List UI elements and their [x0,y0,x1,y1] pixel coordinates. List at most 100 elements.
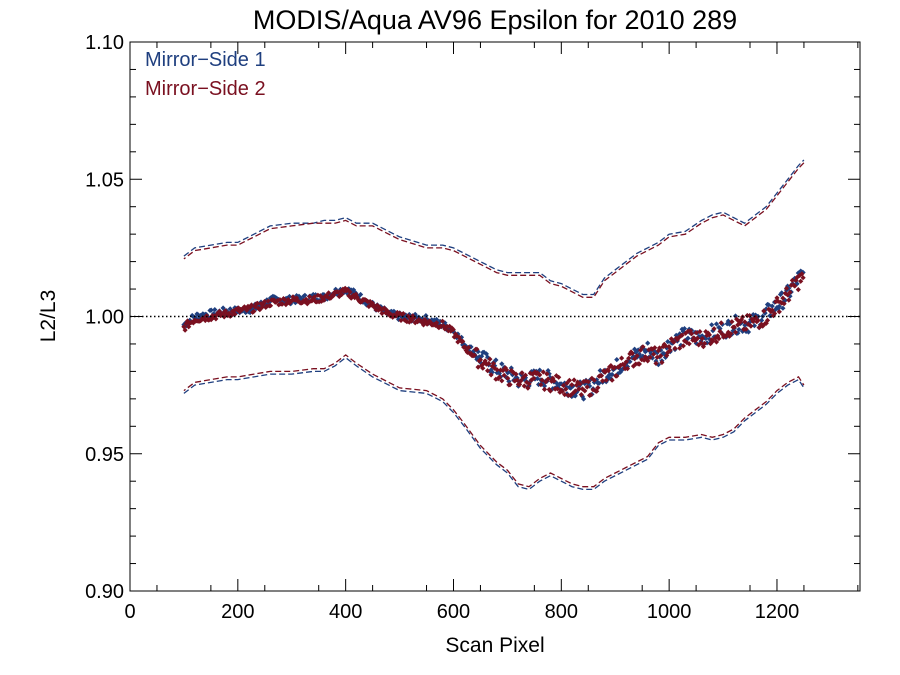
data-point-mirror-side-1 [572,393,578,399]
data-point-mirror-side-2 [513,371,519,377]
data-point-mirror-side-2 [763,320,769,326]
data-point-mirror-side-2 [201,316,207,322]
data-point-mirror-side-2 [216,308,223,315]
data-point-mirror-side-2 [712,335,718,341]
data-point-mirror-side-2 [551,378,557,384]
data-point-mirror-side-1 [699,333,705,339]
data-point-mirror-side-2 [665,349,671,356]
data-point-mirror-side-1 [537,367,543,373]
data-point-mirror-side-2 [608,363,614,369]
data-point-mirror-side-2 [527,370,533,376]
data-point-mirror-side-2 [543,379,549,385]
data-point-mirror-side-2 [375,307,381,313]
data-point-mirror-side-2 [775,298,781,304]
data-point-mirror-side-2 [439,318,446,324]
data-point-mirror-side-2 [346,293,352,299]
x-tick-label: 800 [545,601,578,623]
data-point-mirror-side-1 [693,340,699,346]
data-point-mirror-side-1 [547,375,553,381]
series-mirror-side-1 [181,268,806,402]
data-point-mirror-side-2 [716,336,722,342]
data-point-mirror-side-2 [702,340,708,347]
data-point-mirror-side-1 [479,353,485,359]
data-point-mirror-side-2 [715,333,721,339]
data-point-mirror-side-2 [699,336,705,342]
data-point-mirror-side-2 [252,304,258,310]
data-point-mirror-side-1 [461,341,467,347]
data-point-mirror-side-2 [190,320,196,326]
data-point-mirror-side-1 [633,349,639,355]
data-point-mirror-side-2 [725,329,731,335]
legend: Mirror−Side 1 Mirror−Side 2 [145,49,266,100]
data-point-mirror-side-2 [330,293,336,299]
data-point-mirror-side-2 [747,313,753,319]
data-point-mirror-side-1 [485,354,491,360]
data-point-mirror-side-2 [577,381,583,387]
data-point-mirror-side-1 [735,330,741,336]
data-point-mirror-side-2 [479,363,485,369]
data-point-mirror-side-1 [568,385,574,391]
data-point-mirror-side-2 [589,375,595,381]
data-point-mirror-side-2 [474,346,480,352]
data-point-mirror-side-1 [528,369,534,375]
data-point-mirror-side-1 [709,322,715,328]
data-point-mirror-side-2 [485,368,491,374]
data-point-mirror-side-2 [488,372,494,378]
data-point-mirror-side-2 [450,326,456,333]
data-point-mirror-side-2 [632,356,638,362]
data-point-mirror-side-2 [588,392,594,398]
data-point-mirror-side-2 [683,330,689,336]
data-point-mirror-side-2 [348,295,354,301]
data-point-mirror-side-2 [372,303,378,309]
data-point-mirror-side-2 [686,341,692,347]
data-point-mirror-side-2 [483,361,489,367]
data-point-mirror-side-2 [570,390,576,396]
data-point-mirror-side-2 [772,310,778,317]
data-point-mirror-side-1 [264,297,270,303]
data-point-mirror-side-2 [264,303,270,309]
data-point-mirror-side-2 [707,341,714,347]
data-point-mirror-side-2 [383,310,389,316]
data-point-mirror-side-2 [732,329,739,335]
data-point-mirror-side-2 [214,312,220,318]
data-point-mirror-side-2 [655,348,661,354]
data-point-mirror-side-2 [562,392,568,398]
data-point-mirror-side-2 [438,323,444,329]
data-point-mirror-side-2 [456,334,462,340]
data-point-mirror-side-1 [470,348,476,354]
data-point-mirror-side-2 [591,377,597,383]
data-point-mirror-side-2 [267,303,274,309]
data-point-mirror-side-2 [680,343,686,349]
data-point-mirror-side-2 [579,386,585,392]
data-point-mirror-side-1 [629,355,635,361]
data-point-mirror-side-2 [505,375,511,381]
data-point-mirror-side-2 [231,308,237,314]
data-point-mirror-side-1 [227,306,233,312]
data-point-mirror-side-2 [531,375,537,381]
data-point-mirror-side-2 [339,291,345,298]
data-point-mirror-side-2 [397,310,403,316]
data-point-mirror-side-2 [502,365,508,371]
data-point-mirror-side-1 [302,292,308,298]
data-point-mirror-side-2 [248,302,255,308]
data-point-mirror-side-2 [742,319,748,325]
data-point-mirror-side-2 [257,307,263,313]
data-point-mirror-side-1 [678,342,684,348]
data-point-mirror-side-1 [579,393,585,399]
data-point-mirror-side-1 [697,334,703,340]
data-point-mirror-side-2 [486,360,492,367]
data-point-mirror-side-2 [415,319,421,325]
data-point-mirror-side-1 [212,307,218,313]
data-point-mirror-side-2 [581,379,587,385]
data-point-mirror-side-1 [661,351,667,357]
data-point-mirror-side-2 [400,311,406,317]
data-point-mirror-side-2 [626,355,632,361]
data-point-mirror-side-2 [304,301,310,307]
data-point-mirror-side-1 [617,369,623,375]
data-point-mirror-side-1 [419,316,425,322]
data-point-mirror-side-2 [490,360,497,367]
data-point-mirror-side-2 [723,333,729,339]
data-point-mirror-side-2 [556,374,562,380]
data-point-mirror-side-1 [665,339,671,345]
data-point-mirror-side-2 [492,365,498,371]
